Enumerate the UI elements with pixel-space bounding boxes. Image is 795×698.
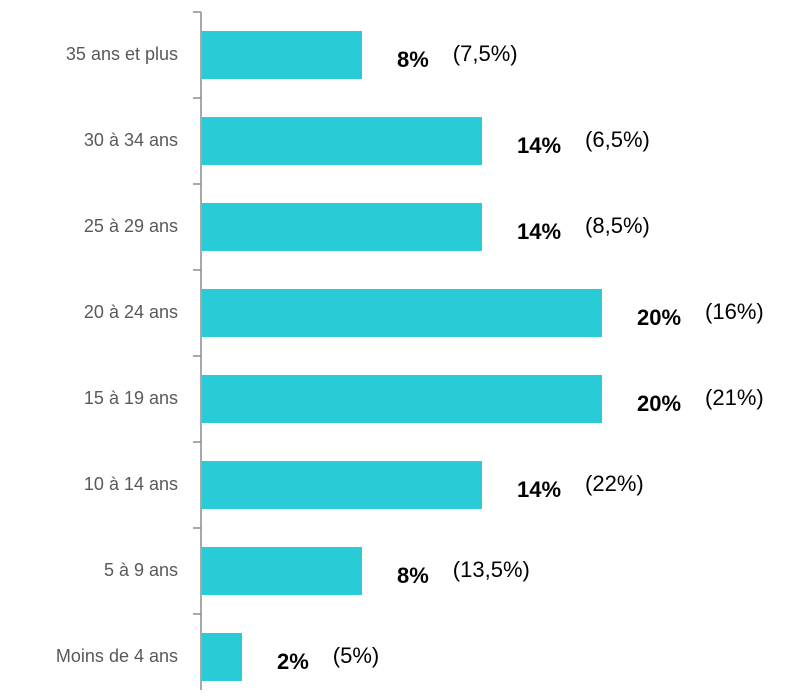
category-label: Moins de 4 ans [56,646,178,666]
value-label: 14% [517,477,561,502]
bar [202,547,362,595]
category-label: 5 à 9 ans [104,560,178,580]
category-label: 35 ans et plus [66,44,178,64]
value-label: 14% [517,133,561,158]
bar [202,461,482,509]
annotation: (21%) [705,385,764,410]
annotation: (5%) [333,643,379,668]
category-label: 15 à 19 ans [84,388,178,408]
annotation: (13,5%) [453,557,530,582]
bar [202,633,242,681]
value-label: 8% [397,563,429,588]
annotation: (22%) [585,471,644,496]
value-label: 8% [397,47,429,72]
value-label: 14% [517,219,561,244]
category-label: 10 à 14 ans [84,474,178,494]
annotation: (7,5%) [453,41,518,66]
bar [202,375,602,423]
annotation: (6,5%) [585,127,650,152]
value-label: 20% [637,391,681,416]
bar [202,289,602,337]
value-label: 2% [277,649,309,674]
bar [202,117,482,165]
category-label: 20 à 24 ans [84,302,178,322]
annotation: (16%) [705,299,764,324]
category-label: 30 à 34 ans [84,130,178,150]
category-label: 25 à 29 ans [84,216,178,236]
bar [202,31,362,79]
bar [202,203,482,251]
value-label: 20% [637,305,681,330]
annotation: (8,5%) [585,213,650,238]
